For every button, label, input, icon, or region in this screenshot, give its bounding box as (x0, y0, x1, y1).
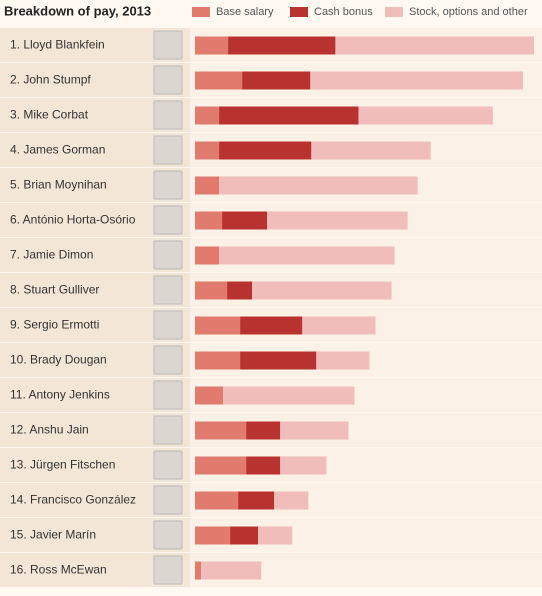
bar-segment (242, 71, 311, 90)
row-label: 10. Brady Dougan (10, 353, 107, 367)
bar-segment (219, 141, 312, 160)
bar-segment (310, 71, 523, 90)
bar-segment (238, 491, 275, 510)
row-label: 6. António Horta-Osório (10, 213, 136, 227)
bar-segment (195, 176, 220, 195)
bar-segment (195, 456, 247, 475)
bar-segment (219, 106, 359, 125)
legend-swatch (290, 7, 308, 17)
bar-segment (252, 281, 392, 300)
bar-segment (246, 456, 281, 475)
photo (153, 415, 183, 445)
row-label: 14. Francisco González (10, 493, 136, 507)
photo (153, 485, 183, 515)
photo (153, 170, 183, 200)
bar-segment (195, 281, 228, 300)
photo (153, 555, 183, 585)
row-label: 16. Ross McEwan (10, 563, 107, 577)
row-label: 1. Lloyd Blankfein (10, 38, 105, 52)
bar-segment (195, 141, 220, 160)
bar-segment (195, 36, 229, 55)
bar-segment (227, 281, 253, 300)
photo (153, 380, 183, 410)
bar-segment (267, 211, 408, 230)
photo (153, 275, 183, 305)
bar-segment (223, 386, 355, 405)
bar-segment (280, 456, 327, 475)
bar-segment (246, 421, 281, 440)
row-label: 12. Anshu Jain (10, 423, 89, 437)
photo (153, 205, 183, 235)
photo (153, 240, 183, 270)
bar-segment (195, 561, 202, 580)
photo (153, 100, 183, 130)
bar-segment (219, 176, 418, 195)
bar-segment (230, 526, 259, 545)
bar-segment (195, 351, 241, 370)
legend-label: Cash bonus (314, 6, 373, 18)
bar-segment (195, 71, 243, 90)
chart-title: Breakdown of pay, 2013 (4, 3, 151, 18)
bar-segment (195, 211, 223, 230)
legend-swatch (192, 7, 210, 17)
bar-segment (258, 526, 293, 545)
bar-segment (228, 36, 336, 55)
row-label: 9. Sergio Ermotti (10, 318, 99, 332)
photo (153, 310, 183, 340)
bar-segment (195, 526, 231, 545)
bar-segment (358, 106, 493, 125)
bar-segment (240, 351, 317, 370)
row-label: 3. Mike Corbat (10, 108, 89, 122)
bar-segment (274, 491, 309, 510)
bar-segment (222, 211, 268, 230)
photo (153, 345, 183, 375)
photo (153, 520, 183, 550)
row-label: 11. Antony Jenkins (10, 388, 110, 402)
legend-swatch (385, 7, 403, 17)
bar-segment (195, 106, 220, 125)
bar-segment (316, 351, 370, 370)
bar-segment (335, 36, 534, 55)
bar-segment (195, 491, 239, 510)
bar-segment (311, 141, 431, 160)
photo (153, 450, 183, 480)
bar-segment (219, 246, 395, 265)
bar-segment (280, 421, 349, 440)
bar-segment (240, 316, 303, 335)
row-label: 2. John Stumpf (10, 73, 91, 87)
row-label: 15. Javier Marín (10, 528, 96, 542)
legend-label: Stock, options and other (409, 6, 528, 18)
photo (153, 30, 183, 60)
bar-segment (302, 316, 376, 335)
bar-segment (201, 561, 262, 580)
bar-segment (195, 386, 224, 405)
row-label: 5. Brian Moynihan (10, 178, 107, 192)
photo (153, 65, 183, 95)
legend-label: Base salary (216, 6, 274, 18)
bar-segment (195, 246, 220, 265)
row-label: 8. Stuart Gulliver (10, 283, 99, 297)
row-label: 7. Jamie Dimon (10, 248, 93, 262)
photo (153, 135, 183, 165)
bar-segment (195, 316, 241, 335)
row-label: 4. James Gorman (10, 143, 105, 157)
row-label: 13. Jürgen Fitschen (10, 458, 115, 472)
bar-segment (195, 421, 247, 440)
